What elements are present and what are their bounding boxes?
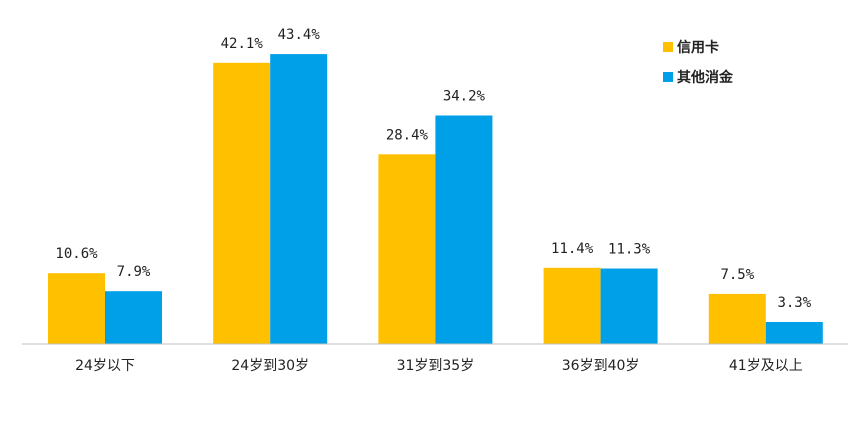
bar-credit-card-1 bbox=[213, 62, 271, 345]
bar-credit-card-0 bbox=[48, 273, 105, 344]
bar-credit-card-2 bbox=[378, 154, 436, 344]
legend-swatch-other-consumer-finance bbox=[663, 72, 673, 82]
data-label-credit-card-2: 28.4% bbox=[386, 127, 429, 143]
bars-group bbox=[48, 54, 823, 345]
data-label-other-consumer-finance-3: 11.3% bbox=[608, 242, 651, 258]
x-tick-labels-group: 24岁以下 24岁到30岁 31岁到35岁 36岁到40岁 41岁及以上 bbox=[75, 358, 803, 374]
bar-credit-card-3 bbox=[543, 267, 601, 344]
x-tick-label-3: 36岁到40岁 bbox=[562, 358, 640, 374]
bar-other-consumer-finance-1 bbox=[270, 54, 328, 344]
legend-label-credit-card: 信用卡 bbox=[677, 39, 719, 56]
data-label-credit-card-0: 10.6% bbox=[55, 246, 98, 262]
bar-other-consumer-finance-3 bbox=[600, 268, 658, 344]
bar-other-consumer-finance-4 bbox=[765, 322, 823, 344]
data-labels-group: 10.6% 7.9% 42.1% 43.4% 28.4% 34.2% 11.4% 11.3% 7… bbox=[55, 27, 811, 311]
bar-other-consumer-finance-2 bbox=[435, 115, 493, 344]
data-label-other-consumer-finance-4: 3.3% bbox=[777, 295, 811, 311]
bar-credit-card-4 bbox=[708, 293, 766, 344]
bar-other-consumer-finance-0 bbox=[105, 291, 162, 344]
data-label-other-consumer-finance-2: 34.2% bbox=[443, 89, 486, 105]
legend-swatch-credit-card bbox=[663, 42, 673, 52]
data-label-credit-card-4: 7.5% bbox=[720, 267, 754, 283]
legend-label-other-consumer-finance: 其他消金 bbox=[677, 69, 734, 86]
data-label-credit-card-3: 11.4% bbox=[551, 241, 594, 257]
data-label-other-consumer-finance-1: 43.4% bbox=[278, 27, 321, 43]
data-label-other-consumer-finance-0: 7.9% bbox=[117, 264, 151, 280]
x-tick-label-1: 24岁到30岁 bbox=[231, 358, 309, 374]
x-tick-label-4: 41岁及以上 bbox=[729, 358, 803, 374]
data-label-credit-card-1: 42.1% bbox=[221, 36, 264, 52]
x-tick-label-2: 31岁到35岁 bbox=[397, 358, 475, 374]
x-tick-label-0: 24岁以下 bbox=[75, 358, 135, 374]
